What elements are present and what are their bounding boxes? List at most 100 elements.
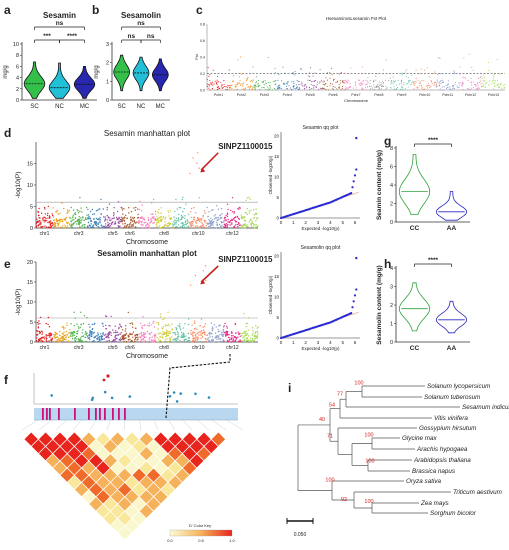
- manhattan-point: [175, 338, 177, 340]
- manhattan-point: [226, 330, 229, 333]
- manhattan-point: [139, 333, 141, 335]
- manhattan-point: [164, 339, 167, 341]
- mapping-line: [139, 419, 142, 431]
- manhattan-point: [77, 326, 80, 328]
- manhattan-point: [175, 334, 177, 336]
- fst-point: [308, 80, 311, 82]
- manhattan-point: [108, 325, 110, 327]
- fst-point: [500, 83, 503, 85]
- fst-point: [216, 75, 219, 77]
- manhattan-point: [243, 336, 245, 338]
- fst-point: [267, 89, 269, 91]
- manhattan-point: [206, 334, 209, 336]
- fst-point: [338, 73, 340, 75]
- fst-point: [407, 80, 410, 82]
- fst-point: [210, 84, 212, 86]
- manhattan-point: [157, 323, 160, 326]
- fst-point: [240, 73, 242, 75]
- manhattan-point: [179, 226, 182, 228]
- manhattan-point: [158, 222, 160, 224]
- manhattan-point: [56, 210, 59, 212]
- fst-point: [370, 85, 372, 88]
- fst-point: [278, 73, 280, 76]
- manhattan-point: [41, 340, 44, 343]
- fst-point: [416, 87, 418, 89]
- manhattan-point: [45, 217, 47, 220]
- manhattan-point: [66, 333, 68, 336]
- fst-point: [276, 88, 278, 90]
- violin-NC: [48, 62, 71, 99]
- manhattan-point: [62, 340, 65, 342]
- manhattan-point: [154, 213, 157, 215]
- manhattan-point: [202, 336, 204, 338]
- fst-point: [436, 81, 439, 83]
- manhattan-point: [147, 223, 149, 225]
- manhattan-point: [197, 152, 199, 154]
- sig-label: ****: [67, 33, 78, 40]
- manhattan-point: [171, 223, 174, 225]
- fst-point: [400, 88, 402, 90]
- fst-point: [348, 80, 350, 82]
- fst-point: [462, 76, 464, 78]
- fst-point: [418, 82, 421, 84]
- manhattan-point: [177, 218, 179, 220]
- fst-point: [480, 80, 482, 82]
- manhattan-point: [179, 339, 181, 341]
- bootstrap-label: 40: [319, 417, 325, 423]
- manhattan-point: [229, 224, 231, 226]
- fst-point: [303, 85, 305, 87]
- manhattan-point: [118, 339, 120, 341]
- manhattan-point: [201, 332, 203, 335]
- fst-point: [235, 84, 237, 86]
- fst-point: [400, 81, 402, 83]
- manhattan-point: [190, 284, 192, 286]
- manhattan-point: [82, 329, 84, 331]
- manhattan-point: [70, 323, 72, 325]
- taxon-label: Sorghum bicolor: [430, 510, 477, 517]
- manhattan-point: [177, 224, 180, 226]
- manhattan-point: [251, 341, 254, 343]
- mapping-line: [72, 419, 82, 431]
- manhattan-point: [205, 340, 207, 342]
- fst-point: [239, 56, 241, 58]
- manhattan-point: [190, 207, 193, 210]
- manhattan-point: [201, 335, 204, 337]
- manhattan-point: [168, 223, 171, 226]
- manhattan-point: [86, 218, 88, 221]
- fst-point: [342, 81, 344, 84]
- fst-point: [291, 81, 293, 83]
- manhattan-point: [81, 340, 84, 342]
- manhattan-point: [67, 222, 70, 224]
- x-tick-label: chr5: [108, 231, 118, 237]
- manhattan-point: [181, 198, 184, 201]
- manhattan-point: [180, 207, 182, 209]
- fst-point: [467, 89, 469, 91]
- manhattan-point: [122, 338, 124, 341]
- mapping-line: [153, 419, 159, 431]
- manhattan-point: [108, 337, 110, 339]
- manhattan-point: [173, 216, 175, 218]
- manhattan-point: [220, 216, 222, 219]
- fst-point: [497, 84, 499, 86]
- y-axis-label: Fst: [194, 53, 199, 59]
- fst-point: [275, 89, 277, 91]
- manhattan-point: [156, 322, 158, 324]
- manhattan-point: [47, 334, 49, 337]
- x-tick-label: 4: [329, 340, 332, 345]
- manhattan-point: [55, 211, 57, 213]
- manhattan-point: [196, 225, 198, 227]
- manhattan-point: [68, 209, 71, 212]
- fst-point: [275, 80, 277, 82]
- manhattan-point: [103, 216, 105, 218]
- manhattan-point: [141, 327, 144, 330]
- manhattan-point: [167, 210, 169, 212]
- fst-point: [401, 86, 403, 88]
- manhattan-point: [235, 221, 238, 223]
- fst-point: [243, 88, 245, 91]
- fst-point: [274, 84, 276, 86]
- y-tick-label: 6: [16, 64, 19, 70]
- fst-point: [447, 83, 450, 85]
- manhattan-point: [121, 209, 124, 211]
- manhattan-point: [234, 322, 237, 325]
- manhattan-point: [209, 336, 211, 338]
